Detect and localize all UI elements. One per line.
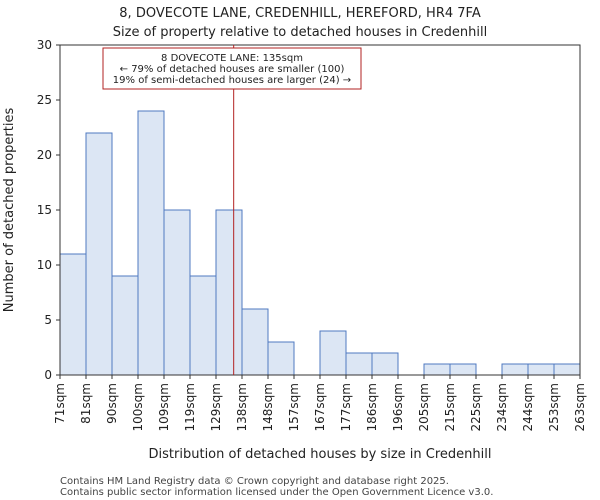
bar-244sqm <box>527 363 555 376</box>
x-tick-label-109sqm: 109sqm <box>157 383 171 431</box>
x-axis: 71sqm 81sqm 90sqm 100sqm 109sqm 119sqm 129sqm 1… <box>53 375 587 431</box>
bar-167sqm <box>319 330 347 376</box>
bar-186sqm <box>371 352 399 376</box>
annotation-line-2: ← 79% of detached houses are smaller (10… <box>120 64 345 75</box>
x-axis-label: Distribution of detached houses by size … <box>149 447 492 462</box>
annotation-box: 8 DOVECOTE LANE: 135sqm ← 79% of detache… <box>102 47 362 90</box>
footer-line-1: Contains HM Land Registry data © Crown c… <box>60 476 449 487</box>
footer-line-2: Contains public sector information licen… <box>60 487 493 498</box>
bar-148sqm <box>267 341 295 376</box>
bar-234sqm <box>501 363 529 376</box>
bars-group <box>59 110 581 376</box>
bar-129sqm <box>215 209 243 376</box>
bar-177sqm <box>345 352 373 376</box>
y-tick-label: 20 <box>37 148 52 162</box>
x-tick-label-148sqm: 148sqm <box>261 383 275 431</box>
y-axis-label: Number of detached properties <box>2 108 17 313</box>
x-tick-label-119sqm: 119sqm <box>183 383 197 431</box>
bar-253sqm <box>553 363 581 376</box>
chart-title: 8, DOVECOTE LANE, CREDENHILL, HEREFORD, … <box>119 6 481 21</box>
x-tick-label-167sqm: 167sqm <box>313 383 327 431</box>
annotation-line-1: 8 DOVECOTE LANE: 135sqm <box>161 53 303 64</box>
annotation-line-3: 19% of semi-detached houses are larger (… <box>113 75 351 86</box>
bar-205sqm <box>423 363 451 376</box>
plot-frame <box>59 44 581 376</box>
x-tick-label-129sqm: 129sqm <box>209 383 223 431</box>
bar-100sqm <box>137 110 165 376</box>
bar-71sqm <box>59 253 87 376</box>
bar-90sqm <box>111 275 139 376</box>
x-tick-label-225sqm: 225sqm <box>469 383 483 431</box>
y-tick-label: 15 <box>37 203 52 217</box>
x-tick-label-244sqm: 244sqm <box>521 383 535 431</box>
bar-81sqm <box>85 132 113 376</box>
x-tick-label-81sqm: 81sqm <box>79 383 93 424</box>
x-tick-label-215sqm: 215sqm <box>443 383 457 431</box>
x-tick-label-177sqm: 177sqm <box>339 383 353 431</box>
x-tick-label-196sqm: 196sqm <box>391 383 405 431</box>
y-tick-label: 30 <box>37 38 52 52</box>
x-tick-label-263sqm: 263sqm <box>573 383 587 431</box>
x-tick-label-71sqm: 71sqm <box>53 383 67 424</box>
y-tick-label: 10 <box>37 258 52 272</box>
x-tick-label-138sqm: 138sqm <box>235 383 249 431</box>
y-tick-label: 25 <box>37 93 52 107</box>
y-axis: 0 5 10 15 20 25 30 <box>37 38 60 382</box>
x-tick-label-186sqm: 186sqm <box>365 383 379 431</box>
bar-109sqm <box>163 209 191 376</box>
x-tick-label-205sqm: 205sqm <box>417 383 431 431</box>
x-tick-label-253sqm: 253sqm <box>547 383 561 431</box>
x-tick-label-100sqm: 100sqm <box>131 383 145 431</box>
x-tick-label-90sqm: 90sqm <box>105 383 119 424</box>
y-tick-label: 5 <box>44 313 52 327</box>
x-tick-label-234sqm: 234sqm <box>495 383 509 431</box>
bar-215sqm <box>449 363 477 376</box>
x-tick-label-157sqm: 157sqm <box>287 383 301 431</box>
chart-subtitle: Size of property relative to detached ho… <box>113 25 488 40</box>
bar-138sqm <box>241 308 269 376</box>
bar-119sqm <box>189 275 217 376</box>
y-tick-label: 0 <box>44 368 52 382</box>
